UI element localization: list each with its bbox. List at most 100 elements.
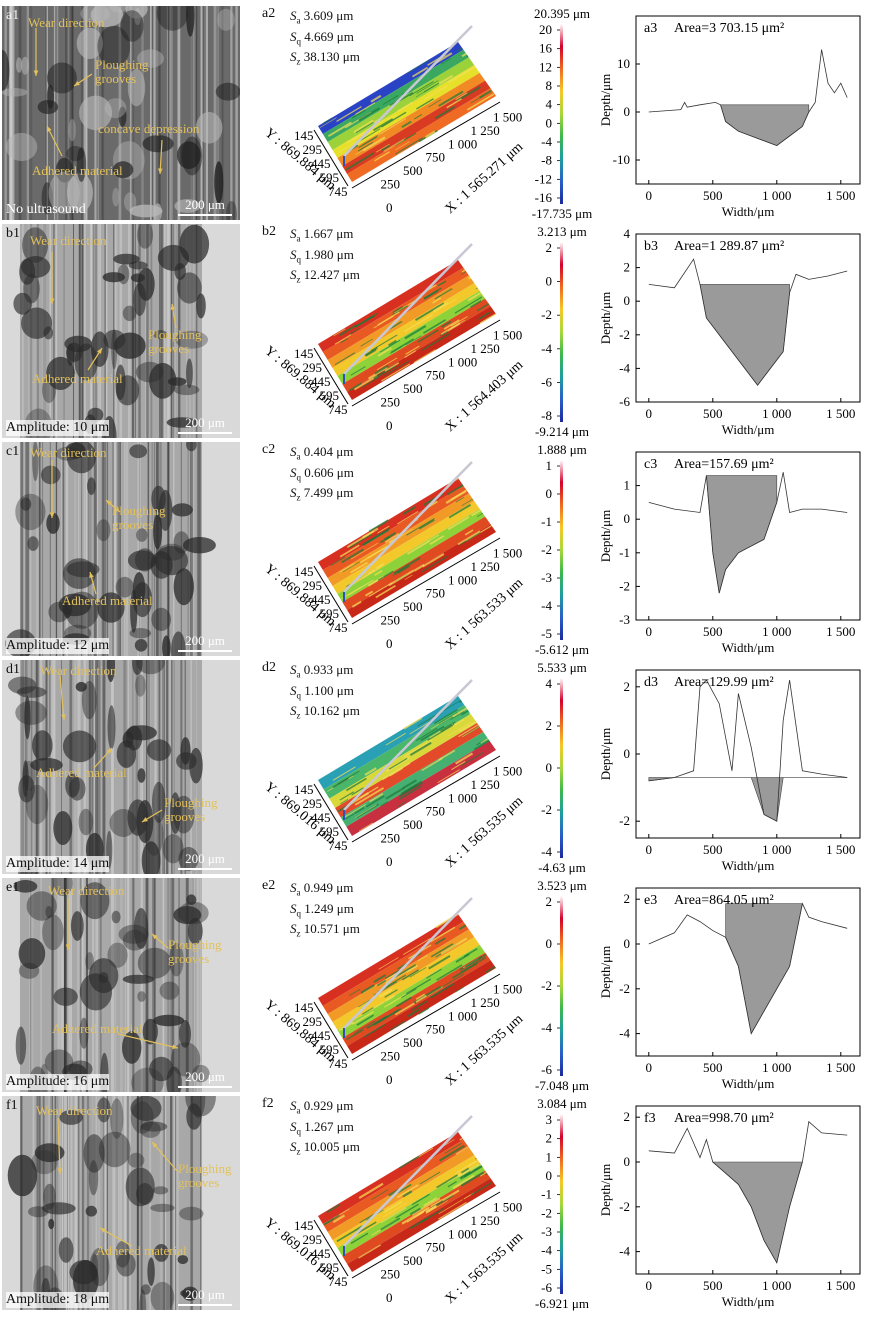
stat-sz: Sz 10.162 μm (290, 703, 360, 721)
x-tick-label: 500 (703, 1060, 723, 1075)
y-axis-label: Depth/μm (598, 510, 613, 562)
ploughing-grooves-label: Ploughing grooves (164, 795, 218, 824)
y-tick-label: -2 (619, 1199, 630, 1214)
figure-row: d1 Amplitude: 14 μm 200 μm Wear direction Pl… (0, 660, 869, 875)
y-tick-label: 595 (320, 1042, 340, 1057)
x-axis-label: Width/μm (722, 1294, 775, 1309)
profile-panel-label: f3 (644, 1111, 656, 1126)
colorbar-min: -5.612 μm (535, 642, 589, 657)
y-tick-label: 595 (320, 170, 340, 185)
x-tick-label: 1 000 (448, 790, 477, 805)
colorbar-min: -9.214 μm (535, 424, 589, 439)
wear-direction-label: Wear direction (30, 445, 107, 460)
wear-direction-label: Wear direction (30, 233, 107, 248)
x-tick-label: 0 (386, 418, 393, 433)
colorbar-tick: -2 (541, 542, 552, 557)
profile-line (648, 902, 848, 1035)
y-tick-label: 595 (320, 388, 340, 403)
x-tick-label: 0 (646, 624, 653, 639)
color-bar: 2 0 -2 -4 -6 (541, 894, 563, 1077)
x-tick-label: 500 (703, 188, 723, 203)
profile-line (648, 1120, 848, 1264)
y-tick-label: 1 (624, 478, 631, 493)
area-fill (648, 777, 848, 822)
x-tick-label: 500 (403, 381, 423, 396)
roughness-stats: Sa 0.949 μm Sq 1.249 μm Sz 10.571 μm (290, 880, 360, 942)
x-tick-label: 1 000 (762, 1278, 791, 1293)
figure-row: e1 Amplitude: 16 μm 200 μm Wear direction Pl… (0, 878, 869, 1093)
x-tick-label: 1 000 (762, 406, 791, 421)
y-tick-label: 745 (328, 184, 348, 199)
x-tick-label: 1 250 (471, 777, 500, 792)
x-tick-label: 250 (381, 831, 401, 846)
profile-panel-label: e3 (644, 893, 657, 908)
color-bar: 1 0 -1 -2 -3 -4 -5 (541, 458, 563, 641)
colorbar-tick: -8 (541, 408, 552, 423)
x-tick-label: 750 (426, 1240, 446, 1255)
y-tick-label: 0 (624, 511, 631, 526)
colorbar-tick: -3 (541, 1224, 552, 1239)
color-bar: 2 0 -2 -4 -6 -8 (541, 240, 563, 423)
colorbar-tick: -2 (541, 1205, 552, 1220)
depth-profile-chart: 1 0 -1 -2 -3 0 500 1 000 1 500 Depth/μm Width/μm c3… (598, 442, 869, 656)
x-tick-label: 1 000 (762, 188, 791, 203)
stat-sa: Sa 0.949 μm (290, 880, 354, 898)
sem-panel-label: c1 (6, 444, 20, 459)
ploughing-grooves-label: Ploughing grooves (112, 503, 166, 532)
colorbar-tick: 2 (546, 240, 553, 255)
x-tick-label: 500 (403, 1253, 423, 1268)
x-tick-label: 1 500 (826, 1278, 855, 1293)
y-tick-label: 295 (303, 796, 323, 811)
y-tick-label: 295 (303, 1232, 323, 1247)
sem-micrograph: b1 Amplitude: 10 μm 200 μm Wear direction Pl… (2, 224, 240, 438)
x-tick-label: 1 000 (762, 624, 791, 639)
adhered-material-label: Adhered material (32, 163, 123, 178)
scale-bar: 200 μm (178, 1069, 232, 1088)
scale-bar: 200 μm (178, 197, 232, 216)
x-tick-label: 500 (403, 1035, 423, 1050)
x-tick-label: 1 000 (448, 1226, 477, 1241)
x-tick-label: 1 500 (493, 327, 522, 342)
colorbar-tick: 1 (546, 458, 553, 473)
x-tick-label: 0 (646, 406, 653, 421)
x-tick-label: 750 (426, 586, 446, 601)
colorbar-tick: 0 (546, 760, 553, 775)
colorbar-min: -7.048 μm (535, 1078, 589, 1093)
colorbar-tick: 12 (539, 59, 552, 74)
roughness-stats: Sa 3.609 μm Sq 4.669 μm Sz 38.130 μm (290, 8, 360, 70)
colorbar-tick: -4 (541, 598, 552, 613)
colorbar-tick: 0 (546, 1168, 553, 1183)
surface-3d-plot: 250 500 750 1 000 1 250 1 500 0 145 295 445 595 745… (252, 6, 592, 221)
figure-row: b1 Amplitude: 10 μm 200 μm Wear direction Pl… (0, 224, 869, 439)
colorbar-tick: 0 (546, 936, 553, 951)
y-tick-label: 145 (294, 782, 314, 797)
area-value: Area=3 703.15 μm² (674, 21, 784, 36)
x-tick-label: 1 250 (471, 123, 500, 138)
x-tick-label: 1 250 (471, 559, 500, 574)
x-tick-label: 1 500 (826, 188, 855, 203)
ploughing-grooves-label: Ploughing grooves (148, 327, 202, 356)
sem-micrograph: e1 Amplitude: 16 μm 200 μm Wear direction Pl… (2, 878, 240, 1092)
surface-panel-label: a2 (262, 6, 276, 21)
wear-direction-label: Wear direction (36, 1103, 113, 1118)
sem-condition-caption: Amplitude: 18 μm (6, 1292, 110, 1308)
x-tick-label: 250 (381, 177, 401, 192)
scale-bar-line (178, 432, 232, 434)
colorbar-min: -4.63 μm (538, 860, 585, 875)
y-tick-label: 445 (311, 374, 331, 389)
x-tick-label: 750 (426, 1022, 446, 1037)
x-tick-label: 1 500 (826, 406, 855, 421)
wear-direction-label: Wear direction (40, 663, 117, 678)
sem-micrograph: c1 Amplitude: 12 μm 200 μm Wear direction Pl… (2, 442, 240, 656)
x-tick-label: 1 250 (471, 1213, 500, 1228)
colorbar-tick: -4 (541, 341, 552, 356)
x-tick-label: 1 000 (762, 842, 791, 857)
sem-panel-label: e1 (6, 880, 20, 895)
y-axis-label: Depth/μm (598, 728, 613, 780)
ploughing-grooves-label: Ploughing grooves (168, 937, 222, 966)
x-axis-label: Width/μm (722, 422, 775, 437)
y-tick-label: 2 (624, 1109, 631, 1124)
surface-3d-plot: 250 500 750 1 000 1 250 1 500 0 145 295 445 595 745… (252, 224, 592, 439)
y-tick-label: -4 (619, 360, 630, 375)
y-tick-label: 145 (294, 564, 314, 579)
